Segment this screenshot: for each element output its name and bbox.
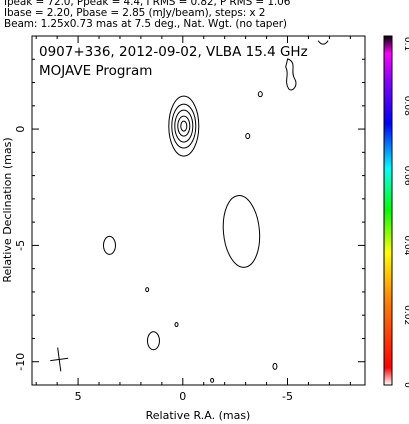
colorbar — [383, 35, 393, 386]
axis-ticks: 5 0 -5 0 -5 -10 — [14, 35, 365, 403]
core-contour — [174, 109, 194, 143]
header-line-1: Ipeak = 72.0, Ppeak = 4.4, I RMS = 0.82,… — [4, 0, 291, 8]
x-tick-label: 5 — [75, 390, 82, 403]
knot-lower — [146, 331, 160, 351]
colorbar-tick-label: 0.1 — [402, 37, 409, 51]
colorbar-tick-label: 0 — [402, 382, 409, 388]
dot-c — [145, 287, 150, 293]
y-tick-label: -10 — [14, 353, 27, 371]
chart-title: 0907+336, 2012-09-02, VLBA 15.4 GHz — [39, 44, 308, 60]
edge-feature — [285, 58, 297, 91]
contour-lines — [102, 40, 329, 383]
beam-marker — [50, 347, 69, 372]
dot-e — [210, 377, 215, 383]
plot-frame — [31, 35, 366, 386]
colorbar-tick-label: 0.02 — [402, 305, 409, 325]
top-arc — [317, 40, 329, 45]
y-tick-label: 0 — [14, 126, 27, 133]
header-line-3: Beam: 1.25x0.73 mas at 7.5 deg., Nat. Wg… — [4, 18, 287, 30]
jet-blob — [222, 195, 261, 268]
core-contour — [180, 120, 188, 132]
dot-d — [174, 322, 179, 328]
header-line-2: Ibase = 2.20, Pbase = 2.85 (mJy/beam), s… — [4, 7, 266, 19]
y-axis-label: Relative Declination (mas) — [1, 137, 14, 282]
core-contour — [168, 95, 200, 157]
knot-left — [102, 235, 116, 255]
core-contour — [171, 103, 197, 149]
dot-b — [257, 91, 263, 98]
x-tick-label: 0 — [179, 390, 186, 403]
colorbar-tick-label: 0.04 — [402, 235, 409, 255]
y-tick-label: -5 — [14, 240, 27, 251]
beam-minor-axis — [50, 357, 69, 362]
chart-subtitle: MOJAVE Program — [39, 63, 152, 79]
colorbar-tick-label: 0.08 — [402, 96, 409, 116]
colorbar-tick-label: 0.06 — [402, 166, 409, 186]
dot-f — [272, 362, 278, 370]
core-contour — [177, 115, 191, 137]
x-tick-label: -5 — [282, 390, 293, 403]
dot-a — [245, 133, 251, 140]
x-axis-label: Relative R.A. (mas) — [146, 409, 251, 422]
colorbar-ticks: 0.1 0.08 0.06 0.04 0.02 0 — [402, 37, 409, 388]
